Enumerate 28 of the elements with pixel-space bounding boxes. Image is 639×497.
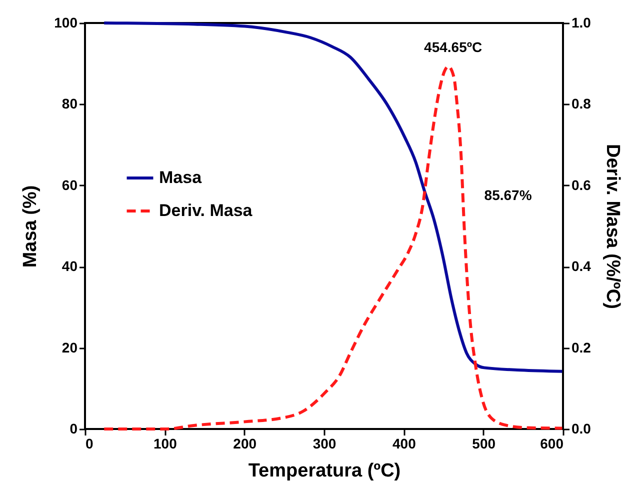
x-tick-label: 200: [233, 436, 257, 452]
x-tick-label: 500: [472, 436, 496, 452]
y-tick-label: 100: [54, 14, 78, 30]
y-tick-label: 40: [62, 258, 78, 274]
x-tick-label: 600: [540, 436, 564, 452]
y2-tick-label: 0.2: [572, 339, 592, 356]
x-tick-label: 300: [312, 436, 336, 452]
y-tick-label: 60: [62, 176, 78, 193]
y2-tick-label: 0.8: [572, 96, 592, 112]
y2-tick-label: 0.4: [572, 258, 592, 274]
y2-tick-label: 0.0: [572, 420, 592, 436]
y2-axis-title: Deriv. Masa (%/ºC): [602, 144, 623, 309]
annotation: 85.67%: [484, 187, 532, 203]
y-tick-label: 80: [62, 96, 78, 112]
annotation: 454.65ºC: [424, 39, 482, 55]
legend-label: Deriv. Masa: [159, 201, 253, 220]
y2-tick-label: 1.0: [572, 14, 592, 30]
line-series: [102, 22, 564, 373]
y2-tick-label: 0.6: [572, 176, 592, 193]
y-tick-label: 20: [62, 339, 78, 356]
y-tick-label: 0: [70, 420, 78, 436]
x-axis-title: Temperatura (ºC): [248, 460, 401, 482]
legend-label: Masa: [159, 168, 202, 187]
x-tick-label: 0: [86, 436, 94, 452]
y-axis-title: Masa (%): [20, 185, 42, 268]
line-series: [102, 64, 564, 430]
x-tick-label: 100: [153, 436, 178, 452]
x-tick-label: 400: [392, 436, 416, 452]
